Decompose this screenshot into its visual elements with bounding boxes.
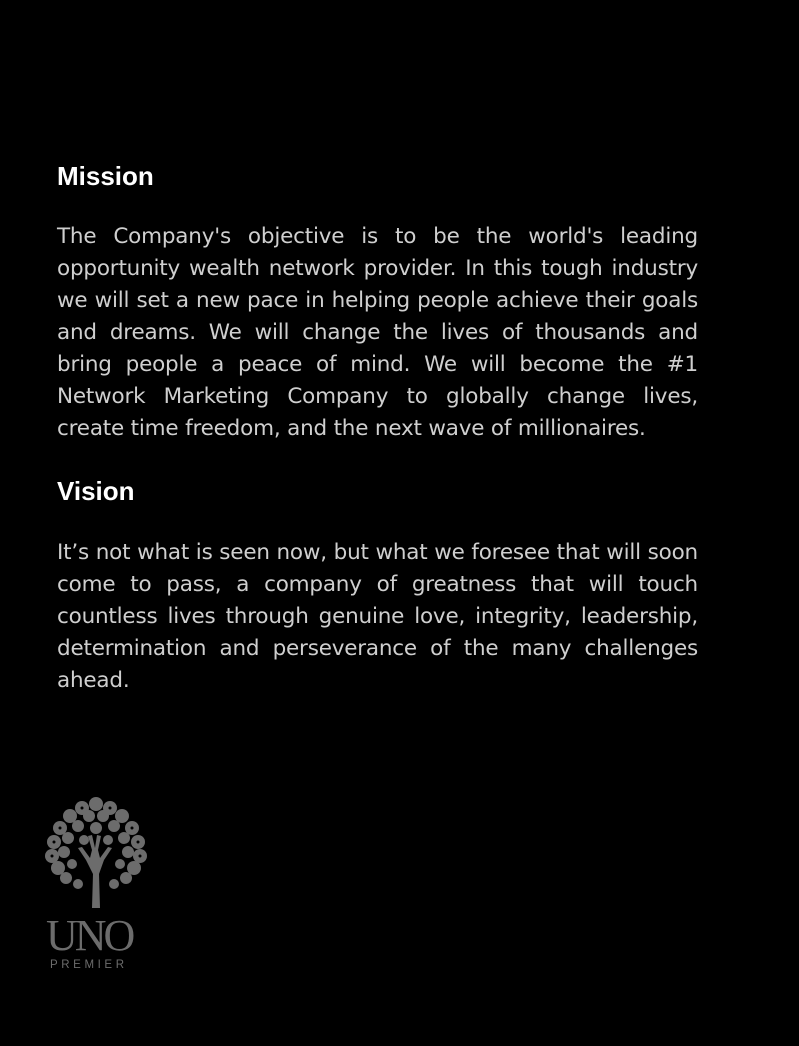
vision-heading: Vision: [57, 476, 135, 506]
logo-wordmark: UNO: [46, 911, 135, 960]
mission-heading: Mission: [57, 161, 154, 191]
vision-text: It’s not what is seen now, but what we f…: [57, 540, 698, 693]
mission-text: The Company's objective is to be the wor…: [57, 224, 698, 441]
logo-tagline: PREMIER: [50, 959, 128, 971]
company-logo: UNO PREMIER: [36, 790, 156, 975]
main-content: Mission The Company's objective is to be…: [57, 160, 698, 697]
tree-icon: [45, 797, 147, 908]
